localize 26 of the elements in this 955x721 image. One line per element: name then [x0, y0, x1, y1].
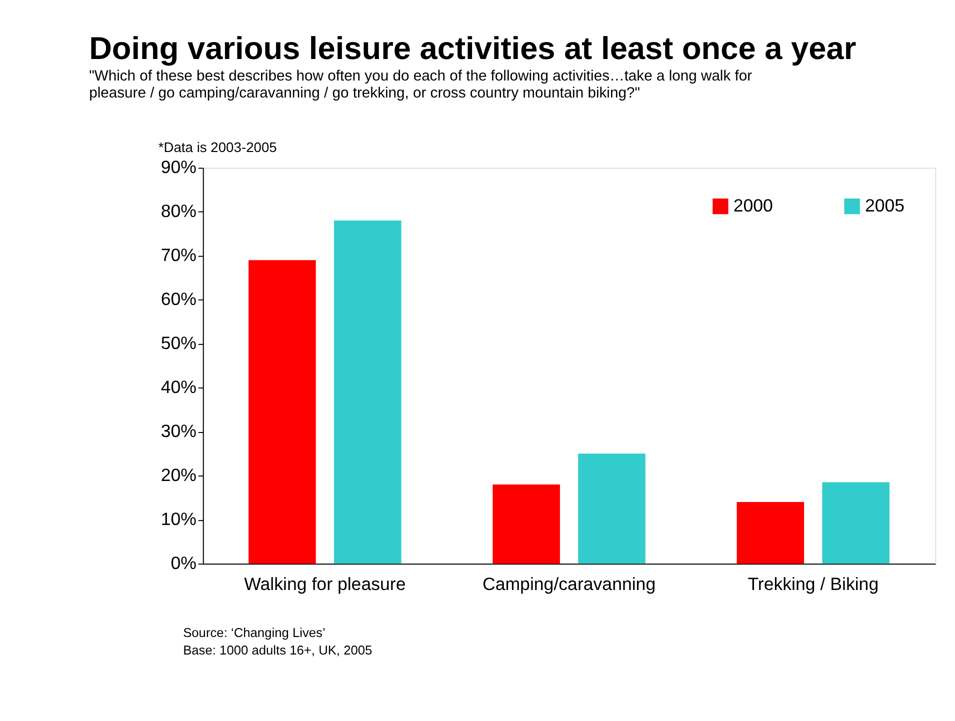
text: Base: 1000 adults 16+, UK, 2005	[183, 642, 372, 658]
bar	[578, 454, 646, 564]
bar	[492, 484, 560, 564]
y-tick-label: 60%	[160, 289, 197, 310]
chart-title: Doing various leisure activities at least once a year	[89, 30, 856, 66]
y-tick-label: 0%	[170, 553, 197, 574]
legend-label: 2005	[864, 195, 905, 216]
y-tick-label: 90%	[160, 157, 197, 178]
y-tick-label: 20%	[160, 465, 197, 486]
chart-subtitle: "Which of these best describes how often you do each of the following activities…take a long walk for pleasure / go camping/caravanning / go trekking, or cross country mountain biking?"	[89, 68, 752, 102]
y-tick-label: 40%	[160, 377, 197, 398]
y-tick-label: 10%	[160, 509, 197, 530]
text: *Data is 2003-2005	[158, 138, 278, 155]
bar	[736, 502, 804, 564]
bar	[248, 260, 316, 564]
y-tick-label: 80%	[160, 201, 197, 222]
y-tick-label: 50%	[160, 333, 197, 354]
x-tick-label: Walking for pleasure	[244, 574, 406, 594]
y-tick-label: 70%	[160, 245, 197, 266]
legend-label: 2000	[733, 195, 774, 216]
y-tick-label: 30%	[160, 421, 197, 442]
source-note: Source: ‘Changing Lives’	[183, 624, 326, 640]
bar	[334, 220, 402, 564]
x-tick-label: Camping/caravanning	[482, 574, 656, 594]
bar	[822, 482, 890, 564]
x-tick-label: Trekking / Biking	[748, 574, 879, 594]
